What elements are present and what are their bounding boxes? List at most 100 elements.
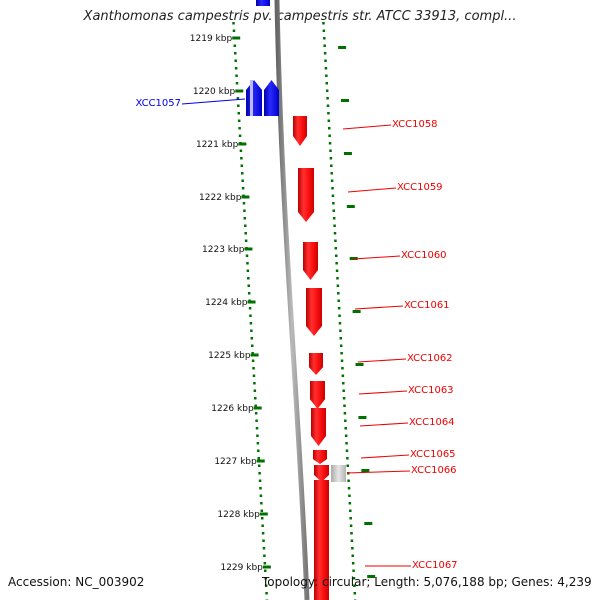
ruler-dot: [243, 217, 247, 220]
ruler-dot: [257, 464, 261, 467]
ruler-dot: [265, 592, 268, 595]
ruler-dot: [340, 352, 343, 355]
ruler-dot: [339, 329, 342, 332]
ruler-dot: [326, 97, 329, 100]
ruler-dot: [341, 374, 345, 377]
ruler-dot: [349, 517, 352, 520]
ruler-dot: [332, 217, 336, 220]
major-tick: [232, 36, 241, 40]
ruler-dot: [347, 487, 351, 490]
ruler-dot: [343, 412, 347, 415]
ruler-dot: [242, 202, 246, 205]
ruler-dot: [238, 127, 241, 130]
ruler-dot: [323, 44, 326, 47]
ruler-dot: [234, 67, 238, 70]
ruler-dot: [333, 224, 336, 227]
ruler-dot: [262, 539, 265, 542]
ruler-dot: [244, 232, 247, 235]
ruler-dot: [251, 352, 254, 355]
gene-arrow: [314, 465, 329, 482]
ruler-dot: [344, 434, 348, 437]
major-tick: [338, 46, 347, 49]
ruler-dot: [334, 254, 338, 257]
major-tick: [343, 152, 352, 155]
inner-tick-ruler: [322, 22, 357, 600]
topology-summary: Topology: circular; Length: 5,076,188 bp…: [262, 575, 592, 589]
ruler-dot: [332, 209, 336, 212]
tick-label: 1225 kbp: [208, 351, 251, 361]
ruler-dot: [251, 359, 255, 362]
tick-label: 1221 kbp: [196, 140, 239, 150]
ruler-dot: [243, 209, 246, 212]
ruler-dot: [264, 577, 267, 580]
tick-label: 1224 kbp: [205, 298, 248, 308]
ruler-dot: [258, 479, 262, 482]
ruler-dot: [335, 262, 338, 265]
tick-label: 1219 kbp: [190, 34, 233, 44]
ruler-dot: [249, 322, 253, 325]
major-tick: [247, 300, 256, 304]
gene-arrow: [246, 80, 262, 116]
leader-line: [358, 390, 408, 395]
ruler-dot: [352, 569, 355, 572]
leader-line: [342, 124, 392, 130]
gene-features: [246, 0, 346, 600]
ruler-dot: [337, 307, 341, 310]
gene-labels: XCC1057 XCC1058 XCC1059 XCC1060 XCC1061 XCC10…: [135, 98, 457, 571]
tick-label: 1229 kbp: [220, 563, 263, 573]
gene-arrow: [311, 408, 326, 446]
ruler-dot: [232, 22, 235, 25]
gene-arrow: [306, 288, 322, 336]
major-tick: [250, 353, 259, 357]
ruler-dot: [257, 457, 261, 460]
ruler-dot: [348, 494, 351, 497]
tick-labels: 1219 kbp 1220 kbp 1221 kbp 1222 kbp 1223 kbp…: [190, 34, 376, 578]
ruler-dot: [344, 419, 347, 422]
ruler-dot: [237, 119, 241, 122]
ruler-dot: [241, 179, 244, 182]
ruler-dot: [350, 539, 354, 542]
gene-label: XCC1064: [409, 417, 455, 428]
ruler-dot: [330, 172, 333, 175]
ruler-dot: [245, 254, 249, 257]
gene-label: XCC1059: [397, 182, 443, 193]
ruler-dot: [248, 307, 252, 310]
ruler-dot: [257, 449, 260, 452]
ruler-dot: [255, 419, 258, 422]
ruler-dot: [327, 119, 331, 122]
ruler-dot: [263, 554, 266, 557]
ruler-dot: [324, 67, 328, 70]
ruler-dot: [240, 172, 244, 175]
ruler-dot: [329, 149, 332, 152]
ruler-dot: [346, 464, 350, 467]
major-tick: [241, 195, 250, 199]
ruler-dot: [256, 442, 260, 445]
gene-label: XCC1060: [401, 250, 447, 261]
ruler-dot: [345, 449, 349, 452]
ruler-dot: [237, 112, 240, 115]
major-tick: [355, 363, 364, 366]
outer-tick-ruler: [232, 22, 269, 600]
ruler-dot: [249, 314, 252, 317]
ruler-dot: [334, 239, 337, 242]
major-tick: [253, 406, 262, 410]
major-tick: [244, 247, 253, 251]
accession-label: Accession: NC_003902: [8, 575, 145, 589]
map-title: Xanthomonas campestris pv. campestris st…: [83, 9, 517, 24]
ruler-dot: [260, 502, 263, 505]
major-tick: [256, 459, 265, 463]
ruler-dot: [325, 89, 329, 92]
gene-arrow: [303, 242, 318, 280]
ruler-dot: [264, 569, 267, 572]
ruler-dot: [247, 292, 251, 295]
tick-label: 1222 kbp: [199, 193, 242, 203]
ruler-dot: [353, 592, 357, 595]
major-tick: [235, 89, 244, 93]
ruler-dot: [351, 554, 354, 557]
ruler-dot: [329, 157, 333, 160]
major-tick: [262, 565, 271, 569]
gene-arrow: [309, 353, 323, 375]
ruler-dot: [323, 37, 326, 40]
ruler-dot: [246, 269, 250, 272]
